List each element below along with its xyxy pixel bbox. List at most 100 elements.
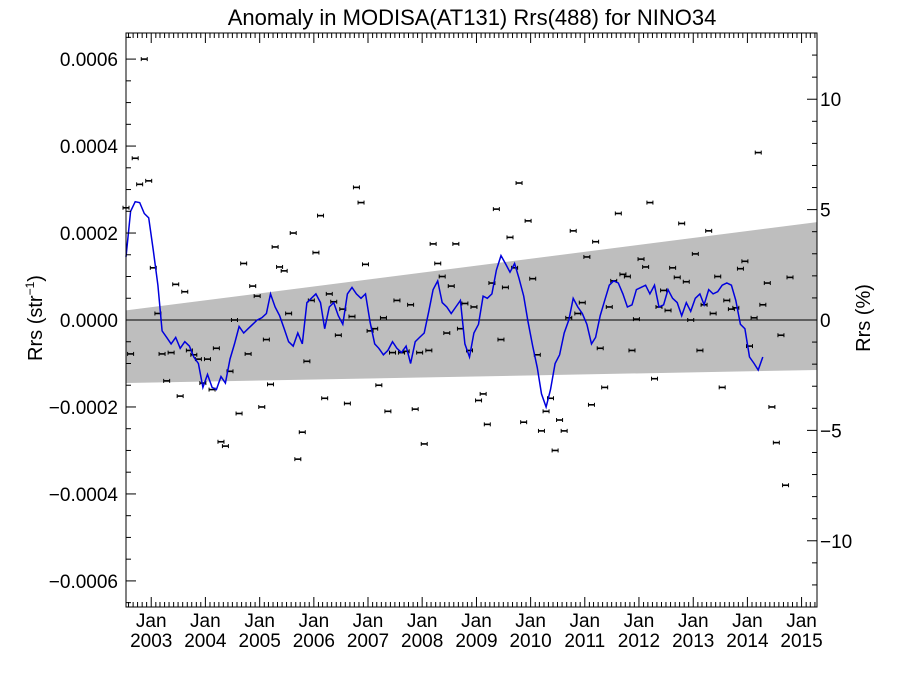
data-point (754, 150, 762, 155)
x-tick-label-month: Jan (353, 611, 384, 632)
data-point (253, 294, 261, 299)
x-tick-label-year: 2013 (672, 631, 714, 652)
data-point (176, 394, 184, 399)
data-point (425, 348, 433, 353)
data-point (217, 439, 225, 444)
data-point (786, 275, 794, 280)
y-axis-right: 10 5 0 −5 −10 (807, 32, 852, 608)
data-point (682, 279, 690, 284)
data-point (334, 333, 342, 338)
data-point (145, 178, 153, 183)
data-point (438, 274, 446, 279)
data-point (619, 272, 627, 277)
data-point (393, 298, 401, 303)
data-point (651, 376, 659, 381)
data-point (556, 418, 564, 423)
data-point (172, 282, 180, 287)
x-tick-label-month: Jan (624, 611, 655, 632)
data-point (285, 311, 293, 316)
data-point (714, 274, 722, 279)
data-point (221, 444, 229, 449)
data-point (687, 318, 695, 322)
data-point (407, 302, 415, 307)
y2-tick-label: 10 (820, 90, 841, 111)
data-point (777, 333, 785, 338)
data-point (642, 264, 650, 269)
data-point (673, 275, 681, 280)
x-tick-label-year: 2008 (401, 631, 443, 652)
data-point (772, 440, 780, 445)
data-point (325, 291, 333, 296)
data-point (131, 156, 139, 161)
y-tick-label: −0.0004 (49, 485, 119, 506)
data-point (181, 289, 189, 294)
data-point (352, 185, 360, 190)
data-point (759, 302, 767, 307)
data-point (520, 420, 528, 425)
data-point (628, 348, 636, 353)
y-tick-label: −0.0006 (49, 572, 118, 593)
data-point (420, 441, 428, 446)
x-tick-label-month: Jan (244, 611, 275, 632)
y-tick-label: −0.0002 (49, 398, 118, 419)
y2-tick-label: 0 (820, 311, 831, 332)
x-tick-label-year: 2007 (347, 631, 389, 652)
x-tick-label-month: Jan (678, 611, 709, 632)
y2-tick-label: −10 (820, 532, 852, 553)
data-point (317, 213, 325, 218)
data-point (578, 300, 586, 305)
data-point (267, 382, 275, 387)
x-tick-label-year: 2009 (455, 631, 497, 652)
data-point (158, 351, 166, 356)
data-point (560, 428, 568, 433)
data-point (136, 182, 144, 187)
smoothed-series-line (125, 200, 764, 410)
y-tick-label: 0.0006 (60, 50, 118, 71)
data-point (249, 284, 257, 289)
data-point (470, 304, 478, 309)
x-tick-label-month: Jan (190, 611, 221, 632)
y-tick-label: 0.0002 (60, 224, 118, 245)
data-point (537, 428, 545, 433)
data-point (569, 228, 577, 233)
data-point (343, 401, 351, 406)
data-point (723, 298, 731, 303)
data-point (691, 251, 699, 256)
data-point (479, 391, 487, 396)
data-point (411, 407, 419, 412)
data-point (763, 281, 771, 286)
data-point (524, 218, 532, 223)
y2-tick-label: 5 (820, 201, 831, 222)
y-tick-label: 0.0000 (60, 311, 118, 332)
data-point (614, 211, 622, 216)
y2-tick-label: −5 (820, 421, 842, 442)
data-point (140, 57, 148, 62)
data-point (271, 244, 279, 249)
data-point (379, 315, 387, 320)
data-point (357, 200, 365, 205)
data-point (492, 207, 500, 212)
y-axis-label-close: ) (25, 275, 47, 282)
data-point (348, 314, 356, 319)
data-point (623, 274, 631, 279)
data-point (646, 200, 654, 205)
data-point (303, 359, 311, 364)
x-tick-label-year: 2010 (509, 631, 551, 652)
data-point (605, 304, 613, 309)
data-point (664, 308, 672, 313)
data-point (592, 239, 600, 244)
y-axis-label: Rrs (str−1) (23, 275, 47, 361)
data-point (388, 350, 396, 355)
data-point (678, 221, 686, 226)
chart-title: Anomaly in MODISA(AT131) Rrs(488) for NI… (228, 5, 717, 30)
x-tick-label-year: 2006 (293, 631, 335, 652)
x-axis: Jan2003Jan2004Jan2005Jan2006Jan2007Jan20… (128, 33, 823, 652)
data-point (483, 422, 491, 427)
data-point (587, 402, 595, 407)
y-axis-label-main: Rrs (str (25, 295, 47, 361)
data-point (127, 351, 135, 356)
x-tick-label-month: Jan (461, 611, 492, 632)
smoothed-line (125, 200, 764, 410)
data-point (637, 257, 645, 262)
